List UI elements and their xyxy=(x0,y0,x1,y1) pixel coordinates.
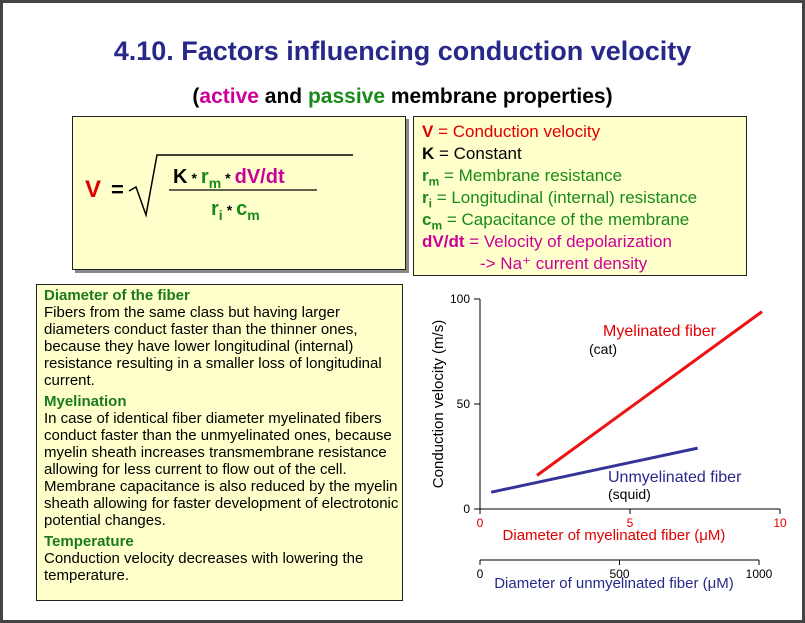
page-title: 4.10. Factors influencing conduction vel… xyxy=(113,36,692,66)
series-label-unmyelinated: Unmyelinated fiber xyxy=(608,469,742,486)
page-subtitle: (active and passive membrane properties) xyxy=(3,85,802,109)
formula-equals: = xyxy=(111,177,124,202)
formula-graphic: V = K * rm * dV/dt ri * cm xyxy=(85,154,353,223)
factors-text-box: Diameter of the fiber Fibers from the sa… xyxy=(36,284,403,601)
legend-row-dvdt: dV/dt = Velocity of depolarization xyxy=(422,232,672,251)
y-tick-label-2: 100 xyxy=(450,292,470,306)
x0-tick-label-1: 5 xyxy=(627,516,634,530)
legend-row-k: K = Constant xyxy=(422,144,522,163)
legend-row-cm: cm = Capacitance of the membrane xyxy=(422,210,690,233)
formula-v: V xyxy=(85,176,101,203)
y-tick-label-1: 50 xyxy=(457,397,471,411)
subtitle-open: ( xyxy=(192,85,200,108)
conduction-velocity-chart: Conduction velocity (m/s) 0 50 100 0 5 10 0 5… xyxy=(430,292,787,592)
y-tick-label-0: 0 xyxy=(463,502,470,516)
slide: 4.10. Factors influencing conduction vel… xyxy=(3,3,802,620)
legend-row-na: -> Na⁺ current density xyxy=(480,254,648,273)
series-line-myelinated xyxy=(536,310,763,477)
subtitle-passive: passive xyxy=(307,85,386,108)
temperature-text: Conduction velocity decreases with lower… xyxy=(44,550,364,584)
x1-tick-label-1: 500 xyxy=(609,567,629,581)
formula-denominator: ri * cm xyxy=(211,198,260,223)
subtitle-and: and xyxy=(258,85,308,108)
x0-tick-label-2: 10 xyxy=(773,516,787,530)
myelination-heading: Myelination xyxy=(44,393,127,410)
formula-numerator: K * rm * dV/dt xyxy=(173,166,285,191)
myelination-text: In case of identical fiber diameter myel… xyxy=(44,410,399,529)
x1-tick-label-2: 1000 xyxy=(746,567,773,581)
series-label-myelinated: Myelinated fiber xyxy=(603,323,717,340)
temperature-heading: Temperature xyxy=(44,533,134,550)
square-root-sign xyxy=(128,154,353,218)
diameter-text: Fibers from the same class but having la… xyxy=(44,304,382,389)
legend-row-v: V = Conduction velocity xyxy=(422,122,601,141)
x0-tick-label-0: 0 xyxy=(477,516,484,530)
diameter-heading: Diameter of the fiber xyxy=(44,287,190,304)
legend-row-ri: ri = Longitudinal (internal) resistance xyxy=(422,188,698,211)
formula-box: V = K * rm * dV/dt ri * cm xyxy=(72,116,406,270)
series-note-unmyelinated: (squid) xyxy=(608,486,651,502)
series-line-unmyelinated xyxy=(490,446,698,494)
subtitle-active: active xyxy=(199,85,259,108)
subtitle-rest: membrane properties) xyxy=(385,85,613,108)
symbol-legend: V = Conduction velocity K = Constant rm … xyxy=(413,116,747,276)
x-axis-unmyelinated-label: Diameter of unmyelinated fiber (μM) xyxy=(494,575,734,592)
series-note-myelinated: (cat) xyxy=(589,341,617,357)
legend-row-rm: rm = Membrane resistance xyxy=(422,166,623,189)
x-axis-myelinated-label: Diameter of myelinated fiber (μM) xyxy=(503,527,726,544)
x1-tick-label-0: 0 xyxy=(477,567,484,581)
y-axis-label: Conduction velocity (m/s) xyxy=(430,320,447,488)
